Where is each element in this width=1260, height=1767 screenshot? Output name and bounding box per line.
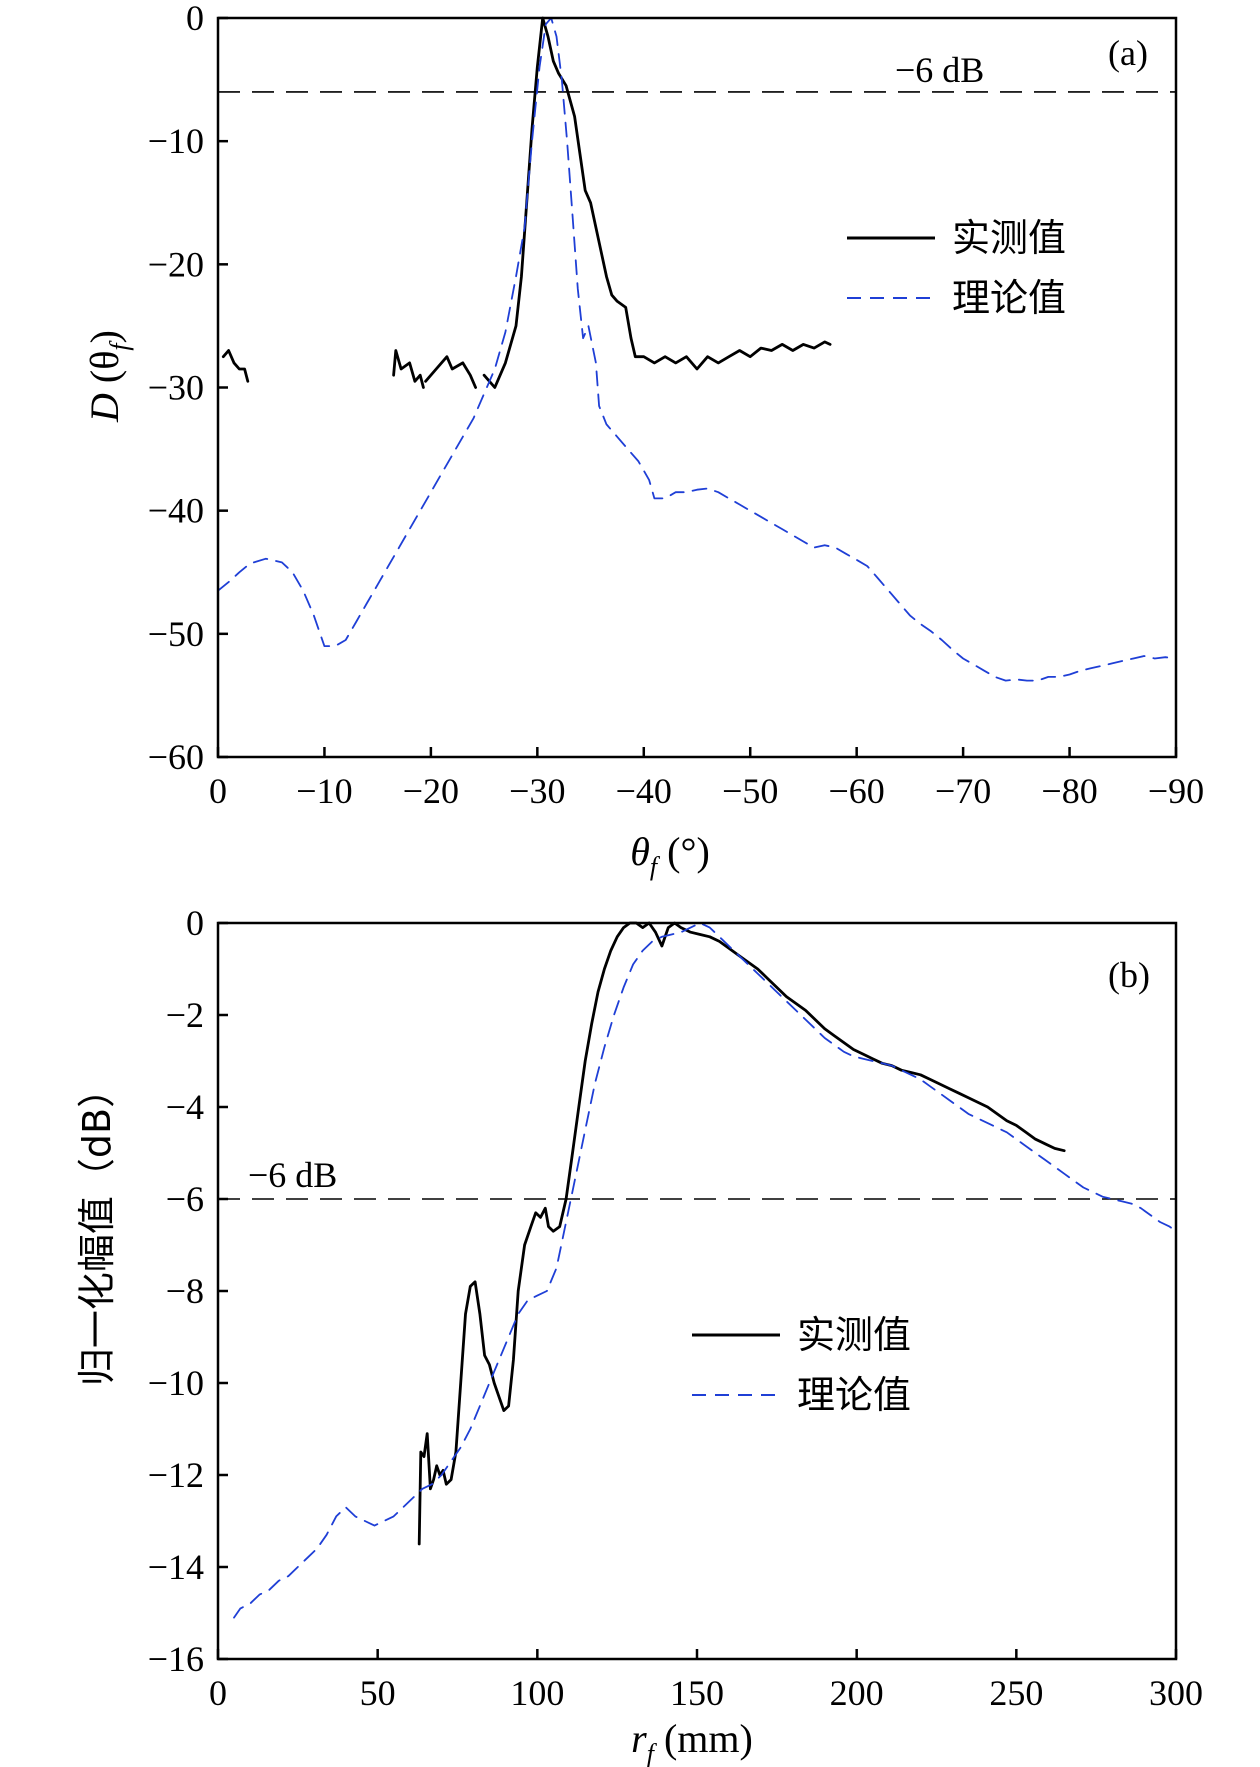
y-tick-label: −10 bbox=[148, 121, 204, 161]
y-tick-label: −50 bbox=[148, 614, 204, 654]
panel-b-chart: 0 −2 −4 −6 −8 −10 −12 −14 −16 0 50 100 150 200 250 300… bbox=[75, 903, 1203, 1767]
y-axis-title-close: ) bbox=[82, 330, 127, 343]
x-tick-label: 200 bbox=[830, 1673, 884, 1713]
x-axis-title-subscript: f bbox=[647, 1739, 658, 1767]
y-axis-title-symbol: D bbox=[82, 393, 127, 423]
y-axis-title: D (θf) bbox=[82, 330, 134, 423]
x-tick-label: 300 bbox=[1149, 1673, 1203, 1713]
series-lines bbox=[217, 16, 1177, 682]
x-tick-label: −10 bbox=[296, 771, 352, 811]
panel-label: (a) bbox=[1108, 33, 1148, 73]
x-tick-label: 100 bbox=[510, 1673, 564, 1713]
y-tick-label: −4 bbox=[166, 1087, 204, 1127]
x-ticks: 0 50 100 150 200 250 300 bbox=[209, 1649, 1203, 1713]
x-tick-label: 50 bbox=[360, 1673, 396, 1713]
y-ticks: 0 −2 −4 −6 −8 −10 −12 −14 −16 bbox=[148, 903, 228, 1679]
y-axis-title-open: (θ bbox=[82, 351, 127, 393]
reference-label: −6 dB bbox=[248, 1155, 337, 1195]
series-line-measured-1 bbox=[392, 349, 425, 389]
x-tick-label: −80 bbox=[1041, 771, 1097, 811]
legend: 实测值 理论值 bbox=[692, 1313, 911, 1417]
series-line-measured-2 bbox=[424, 355, 477, 389]
x-ticks: 0 −10 −20 −30 −40 −50 −60 −70 −80 −90 bbox=[209, 747, 1204, 811]
series-line-measured-0 bbox=[221, 349, 250, 383]
y-axis-title: 归一化幅值（dB） bbox=[75, 1070, 119, 1386]
x-tick-label: −20 bbox=[403, 771, 459, 811]
y-tick-label: −60 bbox=[148, 737, 204, 777]
series-line-theory-0 bbox=[217, 17, 1177, 682]
x-tick-label: 150 bbox=[670, 1673, 724, 1713]
series-line-measured-3 bbox=[482, 16, 832, 389]
y-tick-label: −14 bbox=[148, 1547, 204, 1587]
x-tick-label: −50 bbox=[722, 771, 778, 811]
reference-label: −6 dB bbox=[895, 50, 984, 90]
legend-label-theory: 理论值 bbox=[952, 276, 1066, 320]
x-tick-label: −90 bbox=[1148, 771, 1204, 811]
x-tick-label: −70 bbox=[935, 771, 991, 811]
y-tick-label: 0 bbox=[186, 903, 204, 943]
y-tick-label: −10 bbox=[148, 1363, 204, 1403]
x-axis-title: θf (°) bbox=[630, 829, 710, 881]
x-tick-label: 250 bbox=[989, 1673, 1043, 1713]
legend-label-theory: 理论值 bbox=[797, 1373, 911, 1417]
series-lines bbox=[233, 921, 1177, 1619]
y-tick-label: −20 bbox=[148, 244, 204, 284]
x-axis-title-symbol: θ bbox=[630, 829, 650, 874]
y-tick-label: −40 bbox=[148, 491, 204, 531]
x-axis-title: rf (mm) bbox=[631, 1716, 753, 1767]
legend: 实测值 理论值 bbox=[847, 216, 1066, 320]
x-tick-label: 0 bbox=[209, 771, 227, 811]
x-tick-label: −40 bbox=[616, 771, 672, 811]
x-tick-label: −30 bbox=[509, 771, 565, 811]
x-tick-label: 0 bbox=[209, 1673, 227, 1713]
y-tick-label: −30 bbox=[148, 368, 204, 408]
y-tick-label: −12 bbox=[148, 1455, 204, 1495]
x-axis-title-unit: (°) bbox=[657, 829, 710, 874]
y-tick-label: −6 bbox=[166, 1179, 204, 1219]
x-tick-label: −60 bbox=[829, 771, 885, 811]
y-tick-label: 0 bbox=[186, 0, 204, 38]
series-line-measured-0 bbox=[417, 921, 1066, 1546]
series-line-theory-0 bbox=[233, 922, 1177, 1619]
legend-label-measured: 实测值 bbox=[797, 1313, 911, 1357]
x-axis-title-symbol: r bbox=[631, 1716, 647, 1761]
y-tick-label: −8 bbox=[166, 1271, 204, 1311]
y-axis-title-subscript: f bbox=[105, 340, 134, 351]
y-ticks: 0 −10 −20 −30 −40 −50 −60 bbox=[148, 0, 228, 777]
y-tick-label: −2 bbox=[166, 995, 204, 1035]
y-tick-label: −16 bbox=[148, 1639, 204, 1679]
panel-label: (b) bbox=[1108, 955, 1150, 995]
x-axis-title-subscript: f bbox=[650, 852, 661, 881]
legend-label-measured: 实测值 bbox=[952, 216, 1066, 260]
x-axis-title-unit: (mm) bbox=[654, 1716, 753, 1761]
